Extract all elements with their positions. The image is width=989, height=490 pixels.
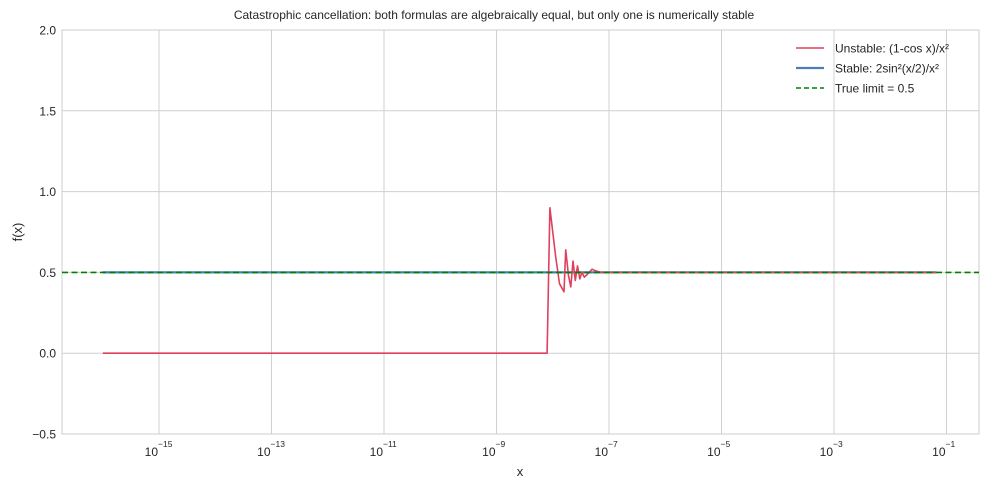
svg-text:10: 10 xyxy=(820,445,834,459)
x-tick-label: 10−13 xyxy=(257,439,285,459)
svg-text:−9: −9 xyxy=(496,439,506,449)
legend-label: Stable: 2sin²(x/2)/x² xyxy=(835,62,939,76)
svg-text:10: 10 xyxy=(595,445,609,459)
legend-item: True limit = 0.5 xyxy=(796,82,915,96)
y-axis-label: f(x) xyxy=(10,223,25,242)
legend: Unstable: (1-cos x)/x² Stable: 2sin²(x/2)… xyxy=(796,42,949,96)
svg-text:−1: −1 xyxy=(946,439,956,449)
svg-text:−7: −7 xyxy=(608,439,618,449)
svg-text:10: 10 xyxy=(707,445,721,459)
x-tick-label: 10−1 xyxy=(932,439,955,459)
y-tick-label: 2.0 xyxy=(39,24,56,38)
svg-text:−3: −3 xyxy=(833,439,843,449)
svg-text:−5: −5 xyxy=(721,439,731,449)
x-tick-label: 10−11 xyxy=(370,439,397,459)
y-tick-label: −0.5 xyxy=(32,428,56,442)
y-tick-label: 0.5 xyxy=(39,266,56,280)
legend-item: Unstable: (1-cos x)/x² xyxy=(796,42,949,56)
y-tick-label: 1.5 xyxy=(39,104,56,118)
y-axis-ticks: 2.0 1.5 1.0 0.5 0.0 −0.5 xyxy=(32,24,56,442)
x-tick-label: 10−15 xyxy=(145,439,173,459)
svg-text:10: 10 xyxy=(370,445,384,459)
plot-area-frame xyxy=(61,29,980,435)
x-tick-label: 10−3 xyxy=(820,439,843,459)
x-tick-label: 10−7 xyxy=(595,439,618,459)
legend-label: True limit = 0.5 xyxy=(835,82,915,96)
svg-text:10: 10 xyxy=(145,445,159,459)
svg-text:10: 10 xyxy=(257,445,271,459)
svg-text:10: 10 xyxy=(482,445,496,459)
svg-text:10: 10 xyxy=(932,445,946,459)
x-tick-label: 10−9 xyxy=(482,439,505,459)
y-tick-label: 1.0 xyxy=(39,185,56,199)
chart-title: Catastrophic cancellation: both formulas… xyxy=(234,8,755,22)
series-lines xyxy=(62,207,979,354)
svg-text:−11: −11 xyxy=(383,439,397,449)
unstable-series-line xyxy=(102,207,937,354)
x-axis-label: x xyxy=(517,464,524,479)
y-tick-label: 0.0 xyxy=(39,347,56,361)
svg-text:−15: −15 xyxy=(158,439,173,449)
svg-text:−13: −13 xyxy=(271,439,286,449)
legend-label: Unstable: (1-cos x)/x² xyxy=(835,42,949,56)
legend-item: Stable: 2sin²(x/2)/x² xyxy=(796,62,939,76)
x-tick-label: 10−5 xyxy=(707,439,730,459)
